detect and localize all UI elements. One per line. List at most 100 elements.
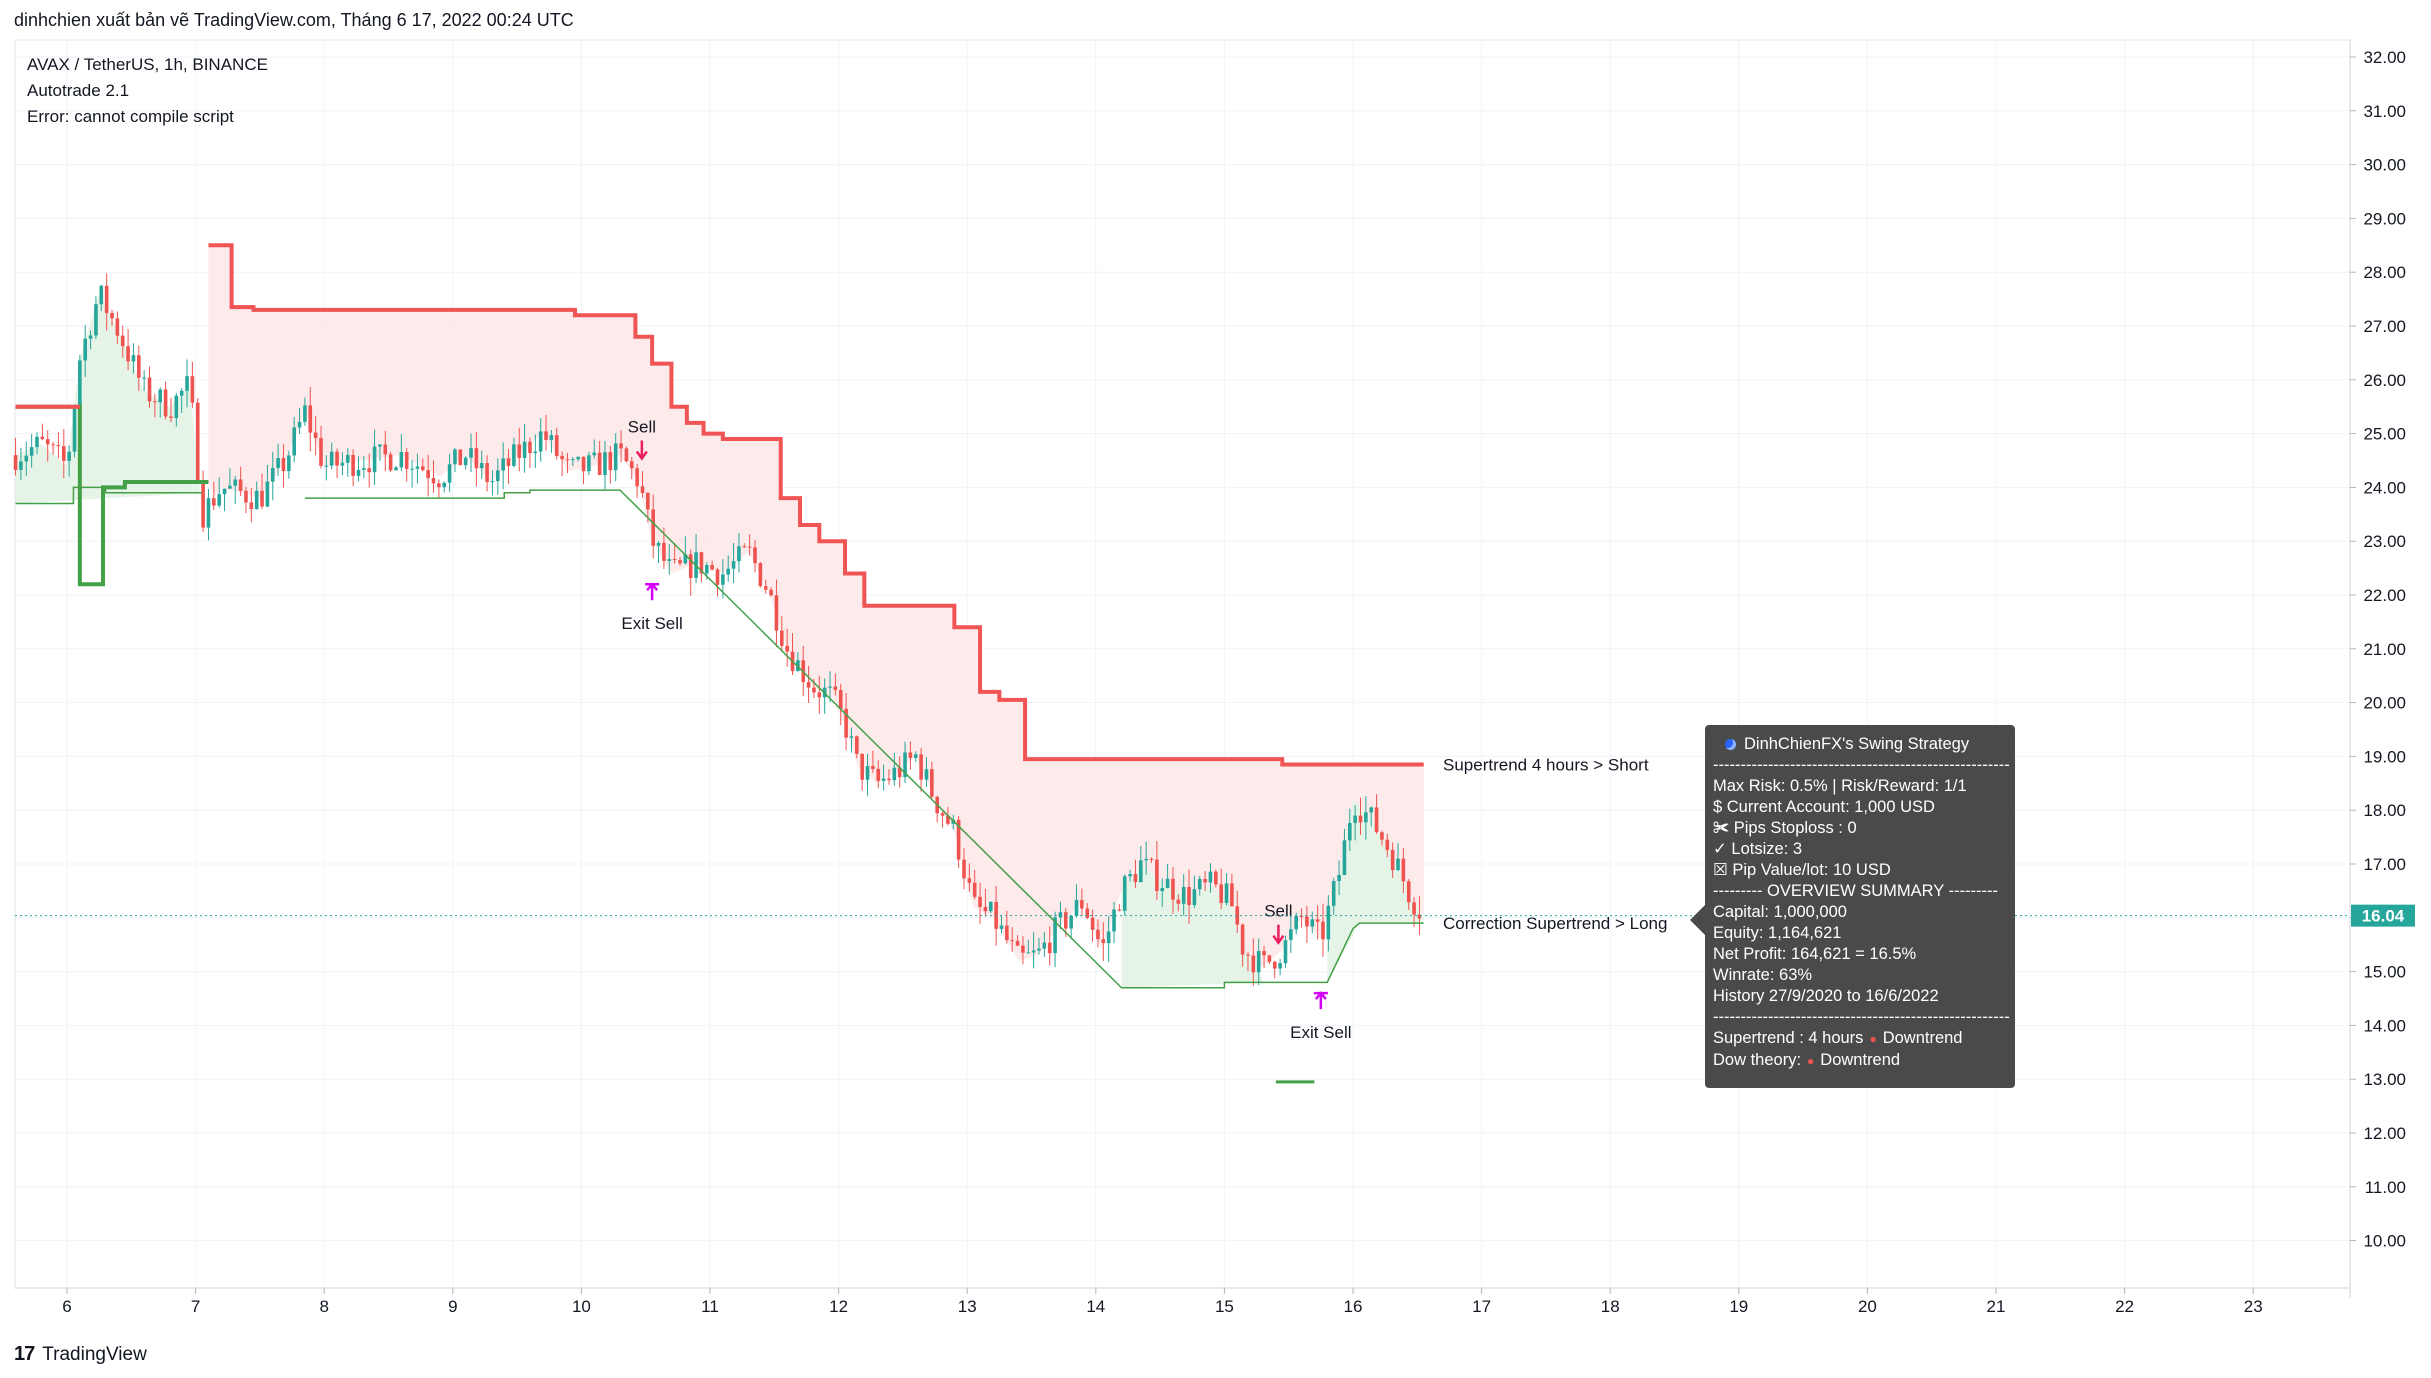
candle-body	[688, 554, 693, 578]
y-tick-label: 18.00	[2363, 801, 2406, 820]
panel-divider: ----------------------------------------…	[1713, 756, 2010, 774]
candle-body	[903, 752, 907, 778]
candle-body	[865, 766, 870, 780]
candle-body	[351, 454, 355, 476]
candle-body	[410, 468, 414, 470]
supertrend-long-line	[15, 404, 209, 587]
script-error: Error: cannot compile script	[27, 107, 234, 126]
candle-body	[1326, 905, 1331, 940]
candle-body	[61, 446, 66, 461]
candle-body	[1063, 912, 1068, 929]
candle-body	[420, 466, 425, 471]
candle-body	[747, 546, 752, 548]
trend-fills	[15, 245, 1424, 988]
x-tick-label: 10	[572, 1297, 591, 1316]
candle-body	[855, 736, 859, 754]
candle-body	[1085, 908, 1090, 918]
candle-body	[1396, 858, 1400, 871]
candle-body	[624, 448, 629, 462]
candle-body	[281, 458, 286, 472]
candle-body	[838, 690, 843, 709]
candle-body	[40, 436, 45, 440]
grid	[14, 39, 2351, 1289]
short-zone-fill	[208, 245, 1424, 967]
candle-body	[153, 401, 157, 403]
x-tick-label: 19	[1729, 1297, 1748, 1316]
globe-icon	[1725, 739, 1736, 750]
candle-body	[1230, 883, 1234, 907]
candle-body	[806, 682, 811, 688]
candle-body	[137, 355, 141, 378]
x-tick-label: 23	[2244, 1297, 2263, 1316]
candle-body	[206, 498, 211, 528]
footer: 17 TradingView	[14, 1343, 147, 1366]
exit-sell-signal-label: Exit Sell	[621, 614, 682, 633]
candle-body	[13, 455, 18, 470]
candle-body	[1358, 815, 1363, 823]
candle-body	[431, 478, 436, 484]
candle-body	[1294, 916, 1299, 930]
candle-body	[1380, 832, 1384, 840]
brand-name[interactable]: TradingView	[42, 1343, 147, 1365]
candle-body	[683, 554, 688, 564]
line-label: Correction Supertrend > Long	[1443, 914, 1667, 933]
equity: Equity: 1,164,621	[1713, 924, 1842, 942]
candle-body	[528, 441, 532, 454]
y-tick-label: 20.00	[2363, 694, 2406, 713]
candle-body	[1010, 940, 1015, 942]
candle-body	[731, 561, 736, 569]
publish-line: dinhchien xuất bản vẽ TradingView.com, T…	[14, 10, 574, 30]
candle-body	[437, 483, 441, 488]
exit-sell-arrow-icon	[645, 582, 660, 601]
x-tick-label: 21	[1987, 1297, 2006, 1316]
candle-body	[587, 455, 591, 472]
x-tick-label: 16	[1344, 1297, 1363, 1316]
candle-body	[324, 465, 329, 467]
x-tick-label: 8	[319, 1297, 328, 1316]
candle-body	[287, 455, 291, 472]
candle-body	[195, 402, 200, 483]
candle-body	[362, 468, 366, 470]
candle-body	[887, 778, 891, 781]
x-tick-label: 15	[1215, 1297, 1234, 1316]
candle-body	[1337, 874, 1341, 882]
candle-body	[1321, 921, 1325, 940]
candle-body	[501, 458, 505, 471]
candle-body	[1240, 924, 1245, 955]
candle-body	[67, 451, 71, 461]
candle-body	[538, 431, 543, 452]
last-price-label: 16.04	[2362, 907, 2405, 926]
candle-body	[844, 708, 848, 738]
candle-body	[817, 692, 822, 698]
candle-body	[110, 312, 114, 319]
y-tick-label: 24.00	[2363, 478, 2406, 497]
supertrend-lines	[15, 243, 1424, 1084]
candle-body	[463, 457, 468, 466]
candle-body	[715, 569, 720, 585]
pips-stoploss: ✀ Pips Stoploss : 0	[1713, 819, 1857, 837]
y-tick-label: 13.00	[2363, 1070, 2406, 1089]
candle-body	[1117, 909, 1122, 911]
x-tick-label: 22	[2115, 1297, 2134, 1316]
candle-body	[1262, 951, 1266, 956]
candle-body	[1235, 906, 1240, 925]
candle-body	[297, 421, 302, 428]
candle-body	[940, 813, 945, 816]
candle-body	[474, 448, 479, 469]
candle-body	[394, 467, 398, 471]
x-tick-label: 12	[829, 1297, 848, 1316]
candle-body	[812, 687, 816, 693]
info-panel-pointer	[1690, 905, 1705, 935]
candle-body	[72, 408, 77, 452]
candle-body	[753, 547, 757, 564]
sell-signal-label: Sell	[628, 418, 656, 437]
candle-body	[1224, 883, 1229, 903]
correction-supertrend-line	[304, 489, 1424, 989]
y-tick-label: 31.00	[2363, 102, 2406, 121]
candle-body	[1219, 884, 1223, 903]
symbol-title[interactable]: AVAX / TetherUS, 1h, BINANCE	[27, 55, 268, 74]
tradingview-logo-icon[interactable]: 17	[14, 1343, 35, 1365]
candle-body	[1315, 919, 1320, 922]
indicator-name[interactable]: Autotrade 2.1	[27, 81, 130, 100]
